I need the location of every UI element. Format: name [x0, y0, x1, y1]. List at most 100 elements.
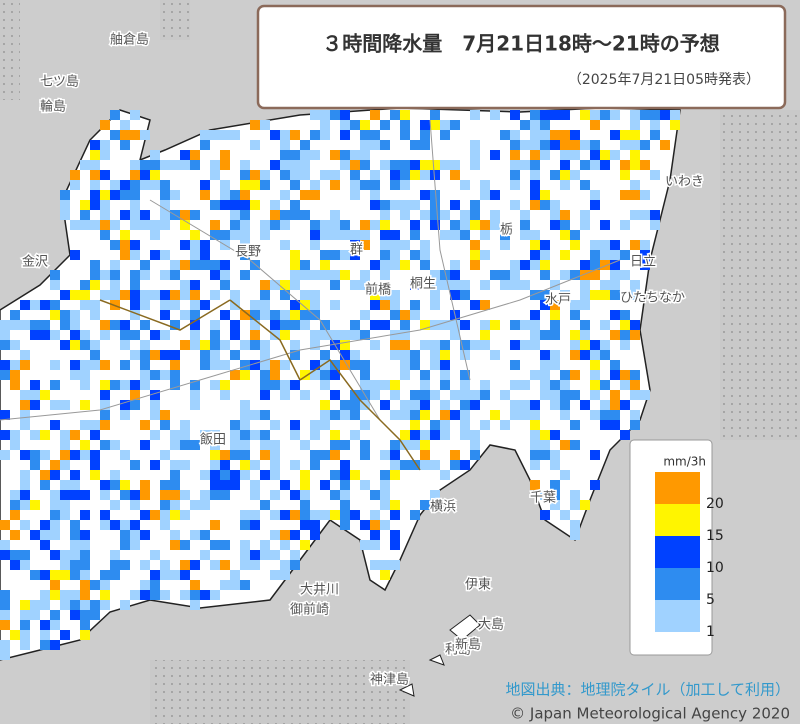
- rain-cell: [360, 130, 370, 140]
- rain-cell: [250, 180, 260, 190]
- rain-cell: [240, 220, 250, 230]
- rain-cell: [430, 360, 440, 370]
- legend-label: 5: [706, 592, 715, 608]
- rain-cell: [300, 390, 310, 400]
- rain-cell: [330, 150, 340, 160]
- rain-cell: [310, 450, 320, 460]
- rain-cell: [150, 590, 160, 600]
- place-label: 大井川: [300, 583, 339, 598]
- rain-cell: [410, 510, 420, 520]
- rain-cell: [30, 300, 40, 310]
- rain-cell: [40, 630, 50, 640]
- rain-cell: [290, 160, 300, 170]
- rain-cell: [10, 370, 20, 380]
- rain-cell: [50, 470, 60, 480]
- rain-cell: [490, 320, 500, 330]
- rain-cell: [620, 130, 630, 140]
- rain-cell: [200, 590, 210, 600]
- rain-cell: [160, 350, 170, 360]
- rain-cell: [70, 320, 80, 330]
- rain-cell: [530, 120, 540, 130]
- rain-cell: [420, 120, 430, 130]
- rain-cell: [140, 380, 150, 390]
- rain-cell: [120, 320, 130, 330]
- rain-cell: [370, 300, 380, 310]
- rain-cell: [240, 470, 250, 480]
- place-label: 伊東: [465, 577, 491, 593]
- rain-cell: [400, 320, 410, 330]
- rain-cell: [0, 620, 10, 630]
- rain-cell: [90, 470, 100, 480]
- rain-cell: [120, 210, 130, 220]
- rain-cell: [440, 320, 450, 330]
- rain-cell: [330, 280, 340, 290]
- rain-cell: [600, 320, 610, 330]
- rain-cell: [380, 490, 390, 500]
- rain-cell: [170, 160, 180, 170]
- rain-cell: [240, 160, 250, 170]
- rain-cell: [540, 260, 550, 270]
- rain-cell: [220, 150, 230, 160]
- rain-cell: [370, 140, 380, 150]
- rain-cell: [430, 420, 440, 430]
- rain-cell: [130, 400, 140, 410]
- rain-cell: [20, 550, 30, 560]
- rain-cell: [240, 460, 250, 470]
- rain-cell: [560, 180, 570, 190]
- rain-cell: [610, 310, 620, 320]
- rain-cell: [610, 270, 620, 280]
- rain-cell: [20, 490, 30, 500]
- rain-cell: [620, 250, 630, 260]
- rain-cell: [20, 470, 30, 480]
- rain-cell: [100, 420, 110, 430]
- rain-cell: [280, 560, 290, 570]
- rain-cell: [440, 340, 450, 350]
- rain-cell: [70, 610, 80, 620]
- rain-cell: [620, 330, 630, 340]
- rain-cell: [60, 200, 70, 210]
- rain-cell: [90, 150, 100, 160]
- rain-cell: [510, 110, 520, 120]
- rain-cell: [450, 460, 460, 470]
- rain-cell: [100, 480, 110, 490]
- rain-cell: [320, 330, 330, 340]
- rain-cell: [80, 630, 90, 640]
- rain-cell: [260, 310, 270, 320]
- rain-cell: [240, 400, 250, 410]
- rain-cell: [40, 600, 50, 610]
- rain-cell: [340, 110, 350, 120]
- rain-cell: [480, 220, 490, 230]
- rain-cell: [50, 500, 60, 510]
- rain-cell: [390, 340, 400, 350]
- rain-cell: [550, 320, 560, 330]
- rain-cell: [380, 200, 390, 210]
- rain-cell: [260, 290, 270, 300]
- rain-cell: [230, 350, 240, 360]
- rain-cell: [210, 450, 220, 460]
- rain-cell: [80, 590, 90, 600]
- rain-cell: [630, 370, 640, 380]
- rain-cell: [100, 360, 110, 370]
- rain-cell: [220, 190, 230, 200]
- rain-cell: [140, 180, 150, 190]
- rain-cell: [360, 520, 370, 530]
- rain-cell: [10, 360, 20, 370]
- rain-cell: [150, 230, 160, 240]
- rain-cell: [100, 410, 110, 420]
- rain-cell: [150, 170, 160, 180]
- rain-cell: [390, 540, 400, 550]
- rain-cell: [480, 250, 490, 260]
- rain-cell: [570, 350, 580, 360]
- rain-cell: [50, 550, 60, 560]
- rain-cell: [360, 360, 370, 370]
- rain-cell: [100, 600, 110, 610]
- rain-cell: [620, 320, 630, 330]
- rain-cell: [460, 230, 470, 240]
- rain-cell: [50, 380, 60, 390]
- rain-cell: [120, 180, 130, 190]
- rain-cell: [210, 290, 220, 300]
- rain-cell: [190, 580, 200, 590]
- rain-cell: [40, 450, 50, 460]
- rain-cell: [560, 150, 570, 160]
- rain-cell: [340, 120, 350, 130]
